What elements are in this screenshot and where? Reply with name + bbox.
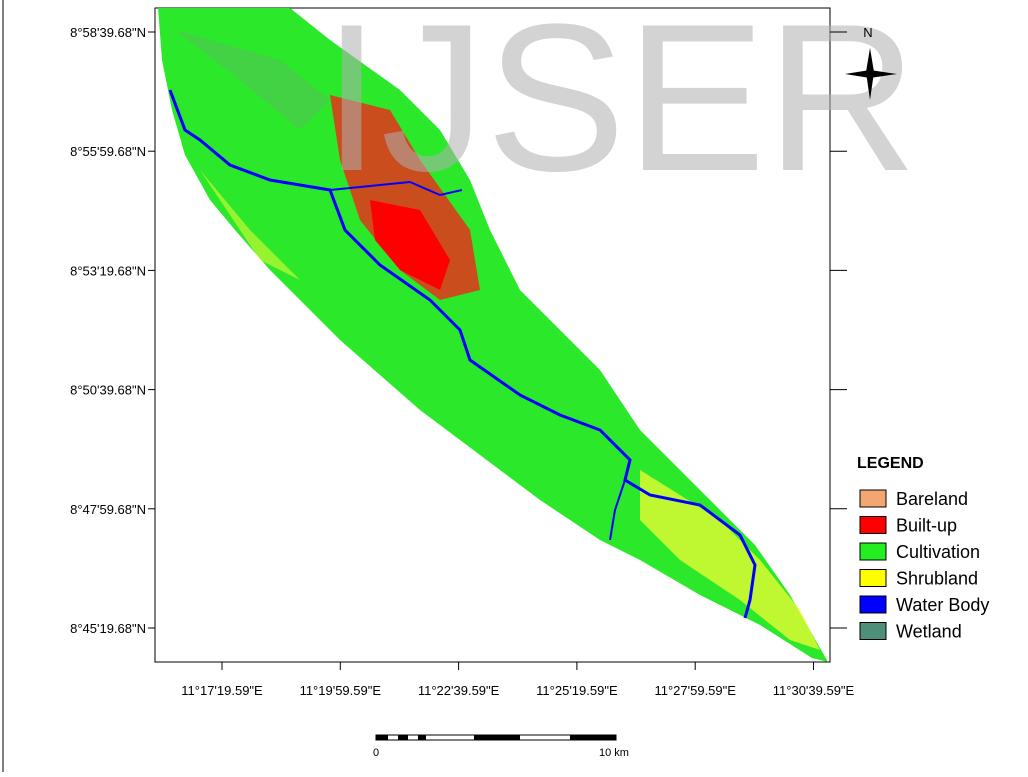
lat-label: 8°58'39.68"N [70, 25, 146, 40]
wetland-patch [175, 30, 330, 130]
legend-label: Built-up [896, 516, 957, 536]
river [168, 89, 757, 619]
lon-label: 11°19'59.59"E [300, 683, 382, 698]
lat-label: 8°50'39.68"N [70, 383, 146, 398]
legend-swatch [859, 516, 887, 534]
north-arrow: N [845, 25, 897, 100]
legend-title: LEGEND [857, 455, 924, 472]
built-up-core [370, 200, 450, 290]
legend-swatch [859, 569, 887, 587]
legend-label: Wetland [896, 622, 962, 642]
scale-start: 0 [373, 747, 379, 759]
land-cover [158, 8, 828, 662]
lat-label: 8°53'19.68"N [70, 263, 146, 278]
lon-label: 11°25'19.59"E [536, 683, 618, 698]
legend-label: Bareland [896, 489, 968, 509]
legend-label: Water Body [896, 595, 989, 615]
legend-label: Cultivation [896, 542, 980, 562]
lon-label: 11°30'39.59"E [773, 683, 855, 698]
shrubland-area [640, 470, 820, 650]
legend-swatch [859, 542, 887, 561]
legend-swatch [859, 622, 887, 640]
lat-label: 8°45'19.68"N [70, 621, 146, 636]
legend-swatch [859, 489, 887, 508]
legend-swatch [859, 595, 887, 614]
lat-label: 8°55'59.68"N [70, 144, 146, 159]
lon-label: 11°22'39.59"E [418, 683, 500, 698]
river-tributary [329, 180, 463, 197]
lat-label: 8°47'59.68"N [70, 502, 146, 517]
legend-label: Shrubland [896, 569, 978, 589]
watermark: IJSER [322, 0, 917, 215]
lon-label: 11°27'59.59"E [654, 683, 736, 698]
river-tributary [609, 479, 626, 541]
scale-end: 10 km [599, 747, 629, 759]
north-label: N [863, 25, 872, 40]
lon-label: 11°17'19.59"E [181, 683, 263, 698]
scale-bar: 0 10 km [373, 734, 629, 759]
